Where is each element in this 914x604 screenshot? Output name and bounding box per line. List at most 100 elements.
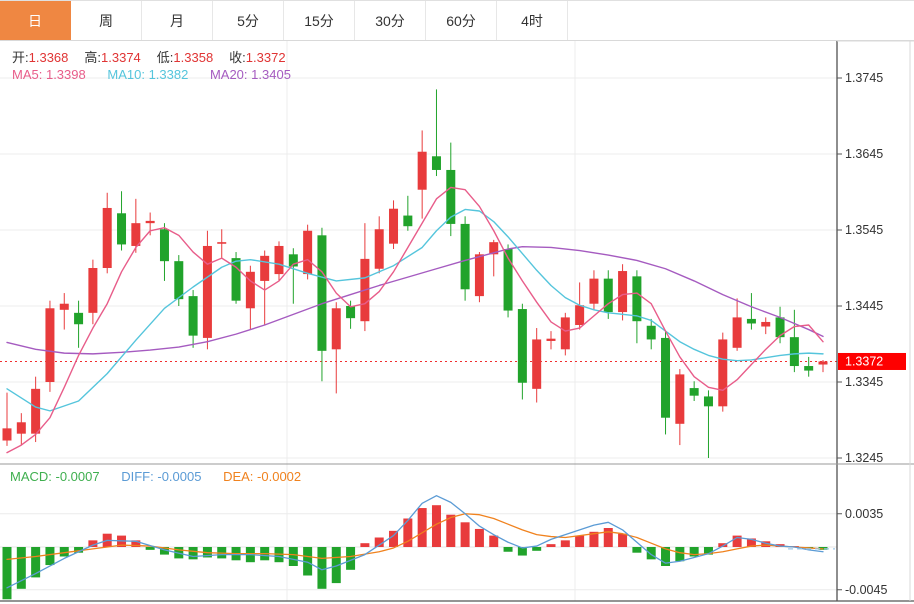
macd-bar: [74, 547, 84, 553]
macd-bar: [546, 544, 556, 547]
tab-15min[interactable]: 15分: [284, 1, 355, 40]
close-value: 1.3372: [245, 50, 286, 65]
macd-tick-label: 0.0035: [845, 507, 883, 521]
candle: [374, 229, 384, 269]
candles-layer: [2, 89, 828, 458]
candle: [818, 361, 828, 365]
macd-bar: [603, 528, 613, 547]
candle: [546, 338, 556, 341]
macd-bar: [331, 547, 341, 584]
frame: [0, 40, 914, 602]
macd-bar: [145, 547, 155, 550]
candle: [474, 254, 484, 297]
tab-4hour[interactable]: 4时: [497, 1, 568, 40]
candle: [117, 213, 127, 245]
ma-header: MA5: 1.3398 MA10: 1.3382 MA20: 1.3405: [12, 67, 309, 82]
macd-bar: [303, 547, 313, 576]
macd-bar: [746, 538, 756, 547]
macd-bar: [689, 547, 699, 557]
open-label: 开:: [12, 50, 29, 65]
candle: [88, 268, 98, 313]
macd-bar: [317, 547, 327, 589]
candle: [303, 230, 313, 275]
macd-bar: [575, 535, 585, 547]
macd-bar: [389, 530, 399, 547]
candle: [102, 207, 112, 268]
candle: [718, 339, 728, 407]
candle: [732, 317, 742, 348]
candle: [346, 306, 356, 319]
candle: [2, 428, 12, 441]
macd-bar: [88, 540, 98, 547]
ma5-line: [6, 186, 824, 454]
tab-week[interactable]: 周: [71, 1, 142, 40]
high-value: 1.3374: [101, 50, 141, 65]
ma10-legend: MA10: 1.3382: [107, 67, 189, 82]
macd-header: MACD: -0.0007 DIFF: -0.0005 DEA: -0.0002: [10, 469, 319, 484]
tab-day[interactable]: 日: [0, 1, 71, 40]
candle: [589, 278, 599, 304]
candle: [331, 308, 341, 350]
tab-30min[interactable]: 30分: [355, 1, 426, 40]
candle: [403, 215, 413, 227]
macd-bar: [517, 547, 527, 556]
last-price-badge-label: 1.3372: [845, 354, 883, 368]
price-tick-label: 1.3245: [845, 451, 883, 465]
macd-bar: [503, 547, 513, 552]
candle: [317, 235, 327, 351]
macd-legend: MACD: -0.0007: [10, 469, 100, 484]
candle: [517, 309, 527, 383]
candle: [603, 278, 613, 313]
candle: [503, 249, 513, 311]
candle: [489, 242, 499, 255]
macd-bar: [675, 547, 685, 562]
tab-5min[interactable]: 5分: [213, 1, 284, 40]
candle: [159, 229, 169, 262]
macd-bar: [45, 547, 55, 566]
price-tick-label: 1.3545: [845, 223, 883, 237]
macd-bar: [661, 547, 671, 566]
candle: [417, 151, 427, 190]
candle: [632, 276, 642, 322]
macd-bar: [589, 531, 599, 547]
macd-bar: [474, 528, 484, 547]
price-tick-label: 1.3345: [845, 375, 883, 389]
last-price-badge: 1.3372: [838, 352, 906, 370]
candle: [460, 223, 470, 290]
macd-bar: [2, 547, 12, 600]
tab-60min[interactable]: 60分: [426, 1, 497, 40]
macd-bar: [374, 537, 384, 547]
candle: [145, 220, 155, 224]
candle: [217, 242, 227, 244]
macd-bar: [446, 514, 456, 547]
candle: [274, 245, 284, 275]
candle: [618, 271, 628, 313]
candle: [202, 245, 212, 338]
candle: [31, 388, 41, 434]
candle: [446, 169, 456, 224]
macd-tick-label: -0.0045: [845, 583, 887, 597]
high-label: 高:: [84, 50, 102, 65]
macd-bar: [489, 535, 499, 547]
candle: [188, 296, 198, 336]
candle: [16, 422, 26, 434]
candle: [675, 374, 685, 424]
candle: [45, 308, 55, 382]
low-value: 1.3358: [173, 50, 214, 65]
tab-month[interactable]: 月: [142, 1, 213, 40]
candle: [646, 325, 656, 340]
macd-bar: [460, 522, 470, 547]
candle: [661, 337, 671, 418]
candle: [231, 258, 241, 301]
candle: [174, 261, 184, 300]
dea-legend: DEA: -0.0002: [223, 469, 302, 484]
macd-bar: [188, 547, 198, 560]
macd-bar: [16, 547, 26, 589]
candle: [560, 317, 570, 350]
diff-legend: DIFF: -0.0005: [121, 469, 202, 484]
price-axis: 1.3745 1.3645 1.3545 1.3445 1.3345 1.3245 0.00…: [837, 71, 887, 597]
price-tick-label: 1.3445: [845, 299, 883, 313]
dea-line: [6, 513, 824, 560]
